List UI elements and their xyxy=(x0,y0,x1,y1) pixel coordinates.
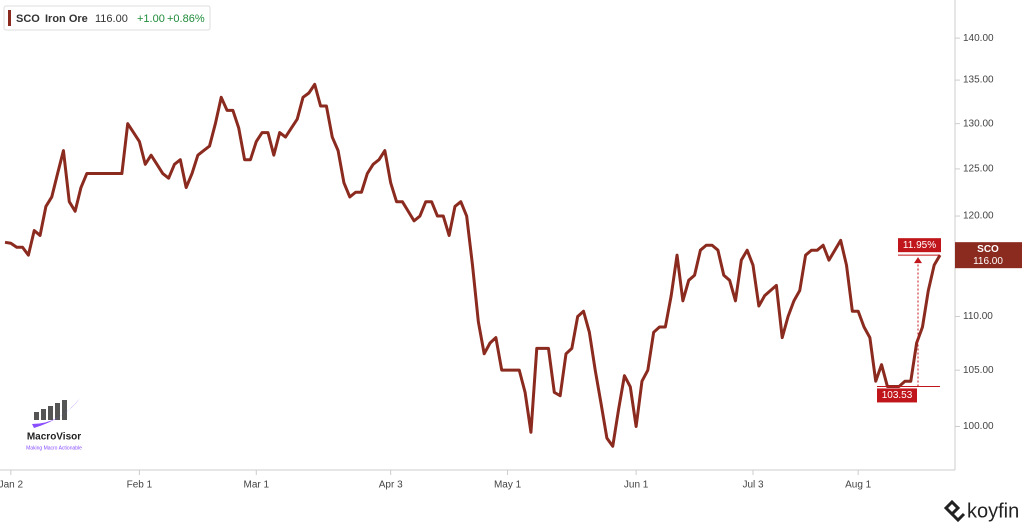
y-tick-label: 130.00 xyxy=(963,118,994,129)
x-tick-label: Apr 3 xyxy=(379,480,403,491)
footer-icon xyxy=(943,499,966,523)
x-tick-label: May 1 xyxy=(494,480,522,491)
header-change: +1.00 xyxy=(137,13,165,25)
y-tick-label: 110.00 xyxy=(963,311,993,322)
header-change-pct: +0.86% xyxy=(167,13,205,25)
x-tick-label: Jul 3 xyxy=(742,480,764,491)
y-tick-label: 105.00 xyxy=(963,365,994,376)
x-tick-label: Feb 1 xyxy=(127,480,153,491)
x-tick-label: Mar 1 xyxy=(244,480,270,491)
watermark-tagline: Making Macro Actionable xyxy=(26,445,82,451)
price-line xyxy=(4,82,942,448)
last-price-name: SCO xyxy=(977,244,999,255)
change-box xyxy=(898,238,941,253)
x-tick-label: Jan 2 xyxy=(0,480,24,491)
header-box xyxy=(3,5,211,31)
y-tick-label: 120.00 xyxy=(963,211,994,222)
header-price: 116.00 xyxy=(95,13,128,25)
watermark-logo xyxy=(32,398,80,428)
low-label: 103.53 xyxy=(882,390,913,401)
x-tick-label: Aug 1 xyxy=(845,480,872,491)
low-box xyxy=(877,388,917,403)
change-label: 11.95% xyxy=(903,240,936,251)
y-tick-label: 125.00 xyxy=(963,164,994,175)
y-tick-label: 140.00 xyxy=(963,33,994,44)
header-swatch xyxy=(8,10,11,26)
last-price-label: 116.00 xyxy=(973,256,1003,267)
last-price-box xyxy=(955,242,1022,269)
plot xyxy=(4,82,942,448)
y-tick-label: 100.00 xyxy=(963,421,994,432)
watermark-brand: MacroVisor xyxy=(27,432,81,443)
header-name: Iron Ore xyxy=(45,13,88,25)
y-tick-label: 135.00 xyxy=(963,75,994,86)
change-arrowhead xyxy=(914,257,922,264)
footer-logo: koyfin xyxy=(967,500,1019,522)
header-ticker: SCO xyxy=(16,13,40,25)
x-tick-label: Jun 1 xyxy=(624,480,649,491)
